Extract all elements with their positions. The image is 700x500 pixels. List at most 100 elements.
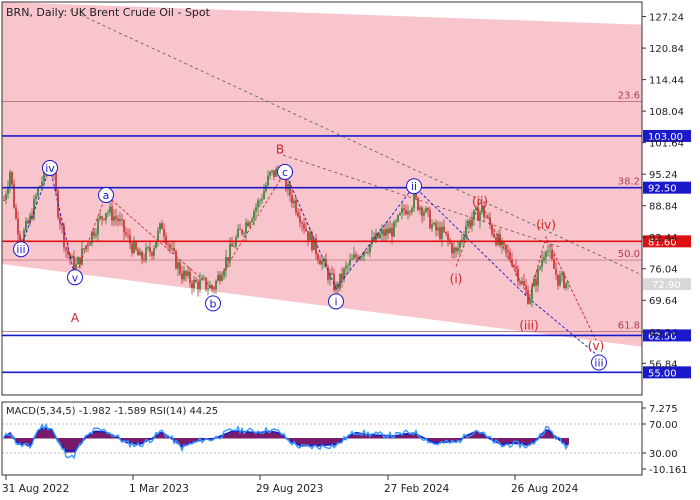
histogram-bar bbox=[137, 438, 139, 446]
histogram-bar bbox=[335, 438, 337, 446]
candle-body bbox=[43, 168, 45, 182]
histogram-bar bbox=[109, 433, 111, 439]
wave-label-circle bbox=[591, 354, 607, 371]
candle-body bbox=[209, 285, 211, 289]
histogram-bar bbox=[299, 438, 301, 447]
y-tick-label: 101.64 bbox=[649, 139, 684, 150]
candle-body bbox=[327, 267, 329, 280]
histogram-bar bbox=[431, 438, 433, 443]
candle-body bbox=[383, 229, 385, 236]
candle-body bbox=[197, 281, 199, 290]
histogram-bar bbox=[219, 436, 221, 439]
histogram-bar bbox=[291, 438, 293, 443]
histogram-bar bbox=[439, 438, 441, 444]
candle-body bbox=[305, 228, 307, 232]
histogram-bar bbox=[521, 438, 523, 445]
channel-top-mask bbox=[2, 2, 642, 25]
candle-body bbox=[423, 212, 425, 216]
histogram-bar bbox=[159, 432, 161, 439]
candle-body bbox=[349, 260, 351, 266]
wave-label: iii bbox=[594, 356, 603, 369]
candle-body bbox=[225, 257, 227, 271]
candle-body bbox=[271, 170, 273, 172]
histogram-bar bbox=[301, 438, 303, 447]
histogram-bar bbox=[161, 432, 163, 439]
indicator-grid bbox=[2, 423, 642, 454]
candle-body bbox=[217, 274, 219, 281]
histogram-bar bbox=[401, 434, 403, 439]
wave-label: ii bbox=[411, 180, 417, 193]
candle-body bbox=[83, 248, 85, 250]
histogram-bar bbox=[409, 433, 411, 439]
candle-body bbox=[493, 233, 495, 238]
histogram-bar bbox=[397, 435, 399, 439]
histogram-bar bbox=[91, 432, 93, 439]
histogram-bar bbox=[89, 434, 91, 439]
wave-label-circle bbox=[13, 241, 29, 258]
histogram-bar bbox=[241, 430, 243, 439]
wave-label-circle bbox=[328, 293, 344, 310]
candle-body bbox=[541, 260, 543, 268]
histogram-bar bbox=[157, 434, 159, 439]
candle-body bbox=[79, 257, 81, 265]
histogram-bar bbox=[77, 438, 79, 449]
candle-body bbox=[551, 250, 553, 260]
histogram-bar bbox=[107, 432, 109, 439]
histogram-bar bbox=[135, 438, 137, 445]
candle-body bbox=[357, 257, 359, 260]
histogram-bar bbox=[105, 431, 107, 439]
candle-body bbox=[539, 267, 541, 269]
histogram-bar bbox=[411, 432, 413, 439]
histogram-bar bbox=[7, 434, 9, 439]
wave-label: B bbox=[276, 142, 284, 156]
wave-label: iii bbox=[16, 243, 25, 256]
histogram-bar bbox=[499, 438, 501, 445]
candle-body bbox=[389, 227, 391, 234]
candle-body bbox=[165, 236, 167, 244]
histogram-bar bbox=[43, 427, 45, 439]
wave-path-prior bbox=[20, 166, 76, 278]
candle-body bbox=[415, 193, 417, 198]
wave-label: a bbox=[103, 189, 110, 202]
histogram-bar bbox=[415, 433, 417, 439]
candle-body bbox=[391, 227, 393, 237]
histogram-bar bbox=[483, 434, 485, 439]
histogram-bar bbox=[27, 438, 29, 447]
candle-body bbox=[285, 172, 287, 190]
candle-body bbox=[29, 215, 31, 224]
candle-body bbox=[335, 283, 337, 291]
candle-body bbox=[529, 299, 531, 304]
level-badge-label: 81.60 bbox=[648, 237, 677, 248]
histogram-bar bbox=[67, 438, 69, 453]
histogram-bar bbox=[563, 438, 565, 444]
candle-body bbox=[91, 231, 93, 244]
y-tick-label: 76.04 bbox=[649, 265, 678, 276]
candle-body bbox=[81, 248, 83, 265]
candle-body bbox=[65, 247, 67, 251]
histogram-bar bbox=[245, 431, 247, 439]
candle-body bbox=[563, 273, 565, 288]
indicator-header: MACD(5,34,5) -1.982 -1.589 RSI(14) 44.25 bbox=[6, 406, 218, 417]
wave-label-circle bbox=[406, 178, 422, 195]
histogram-bar bbox=[139, 438, 141, 445]
candle-body bbox=[437, 227, 439, 231]
candle-body bbox=[387, 228, 389, 234]
wave-label: (i) bbox=[450, 272, 463, 286]
histogram-bar bbox=[357, 432, 359, 439]
histogram-bar bbox=[35, 433, 37, 439]
candle-body bbox=[497, 234, 499, 245]
candle-body bbox=[227, 257, 229, 262]
candle-body bbox=[107, 212, 109, 214]
candle-body bbox=[159, 223, 161, 231]
histogram-bar bbox=[237, 430, 239, 439]
histogram-bar bbox=[45, 427, 47, 439]
histogram-bar bbox=[297, 438, 299, 446]
histogram-bar bbox=[477, 431, 479, 439]
candle-body bbox=[309, 232, 311, 241]
candle-body bbox=[111, 206, 113, 221]
wave-label-circle bbox=[67, 269, 83, 286]
histogram-bar bbox=[533, 438, 535, 443]
level-badge bbox=[643, 366, 691, 379]
candle-body bbox=[499, 234, 501, 246]
histogram-bar bbox=[355, 432, 357, 439]
